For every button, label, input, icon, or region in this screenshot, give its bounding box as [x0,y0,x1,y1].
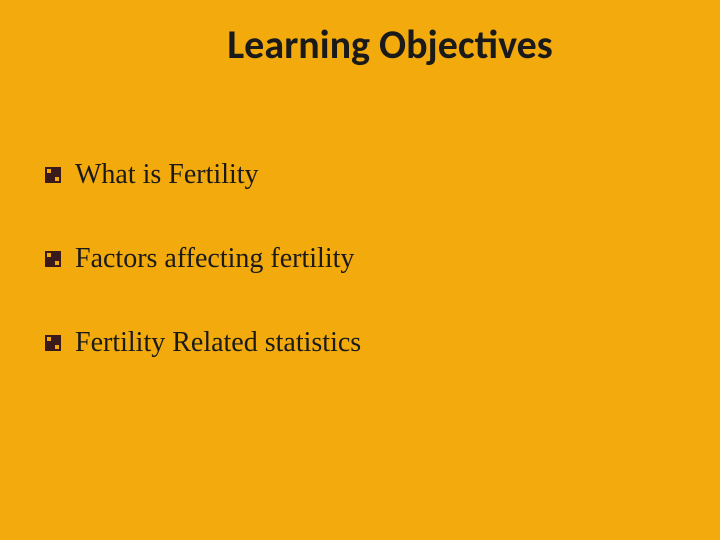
bullet-icon [45,251,61,267]
list-item: Factors affecting fertility [45,243,675,275]
bullet-icon [45,335,61,351]
slide-title: Learning Objectives [105,20,675,69]
list-item: What is Fertility [45,159,675,191]
bullet-text: What is Fertility [75,159,259,191]
bullet-text: Factors affecting fertility [75,243,354,275]
bullet-icon [45,167,61,183]
slide-container: Learning Objectives What is Fertility Fa… [0,0,720,540]
list-item: Fertility Related statistics [45,327,675,359]
bullet-text: Fertility Related statistics [75,327,361,359]
objectives-list: What is Fertility Factors affecting fert… [45,159,675,359]
